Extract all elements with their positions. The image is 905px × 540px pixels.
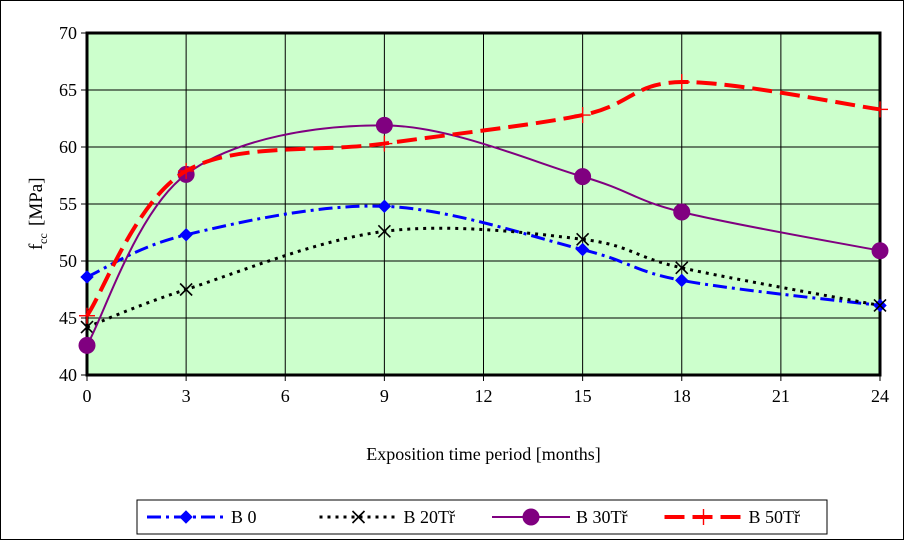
marker-x [873, 298, 887, 313]
series-line [85, 80, 881, 317]
marker-diamond [179, 510, 193, 524]
marker-circle [574, 168, 592, 186]
marker-circle [375, 116, 393, 134]
marker-diamond [377, 199, 392, 213]
marker-x-stroke [576, 232, 590, 246]
marker-circle [673, 203, 691, 221]
x-axis-title: Exposition time period [months] [366, 444, 600, 464]
y-axis-title-subscript: cc [36, 233, 50, 244]
legend-item: B 30Tř [492, 507, 628, 527]
y-tick-label: 50 [59, 251, 77, 271]
marker-x [576, 232, 590, 246]
marker-diamond [575, 242, 590, 257]
marker-x-stroke [377, 224, 391, 238]
x-tick-label: 24 [871, 386, 889, 406]
series-group [78, 74, 889, 354]
legend-items: B 0 B 20Tř B 30Tř B 50Tř [147, 507, 800, 527]
marker-plus [695, 509, 712, 525]
marker-x-stroke [675, 261, 689, 275]
x-tick-label: 9 [380, 386, 389, 406]
series-line [86, 124, 881, 346]
y-axis-title-unit: [MPa] [26, 177, 47, 226]
marker-x [377, 224, 391, 238]
y-tick-label: 55 [59, 194, 77, 214]
y-tick-label: 45 [59, 308, 77, 328]
marker-x [675, 261, 689, 275]
marker-diamond [179, 228, 193, 242]
legend-item: B 50Tř [664, 507, 801, 527]
legend-item: B 20Tř [319, 507, 456, 527]
marker-circle [522, 508, 540, 526]
legend-label: B 50Tř [749, 507, 801, 527]
x-tick-label: 15 [574, 386, 592, 406]
marker-diamond [80, 270, 94, 284]
legend-item: B 0 [147, 507, 257, 527]
x-tick-label: 3 [182, 386, 191, 406]
legend-label: B 30Tř [576, 507, 628, 527]
y-tick-label: 60 [59, 137, 77, 157]
marker-plus [574, 107, 591, 124]
marker-x [179, 282, 193, 297]
marker-circle [78, 336, 96, 354]
marker-x [80, 320, 94, 334]
axis-ticks: 0 3 6 9 12 15 18 21 24 40 45 50 55 60 65 70 [59, 23, 889, 406]
marker-x-stroke [80, 320, 94, 334]
marker-x-stroke [179, 282, 193, 297]
legend: B 0 B 20Tř B 30Tř B 50Tř [136, 499, 828, 535]
marker-x-stroke [351, 510, 366, 524]
marker-x-stroke [873, 298, 887, 313]
legend-label: B 0 [231, 507, 257, 527]
marker-plus [376, 135, 393, 152]
marker-plus [79, 307, 95, 324]
marker-diamond [675, 273, 689, 288]
x-tick-label: 18 [673, 386, 691, 406]
marker-circle [871, 242, 889, 260]
x-tick-label: 6 [281, 386, 290, 406]
marker-plus [178, 162, 195, 179]
x-tick-label: 0 [83, 386, 92, 406]
marker-plus [872, 101, 888, 118]
legend-label: B 20Tř [404, 507, 456, 527]
y-axis-title: f cc [MPa] [26, 177, 50, 250]
x-tick-label: 21 [772, 386, 790, 406]
y-axis-title-symbol: f [26, 243, 47, 250]
y-tick-label: 70 [59, 23, 77, 43]
y-tick-label: 40 [59, 365, 77, 385]
marker-plus [673, 74, 690, 91]
y-tick-label: 65 [59, 80, 77, 100]
marker-x [351, 510, 366, 524]
series-4 [79, 74, 888, 324]
x-tick-label: 12 [475, 386, 493, 406]
series-2 [80, 224, 887, 334]
